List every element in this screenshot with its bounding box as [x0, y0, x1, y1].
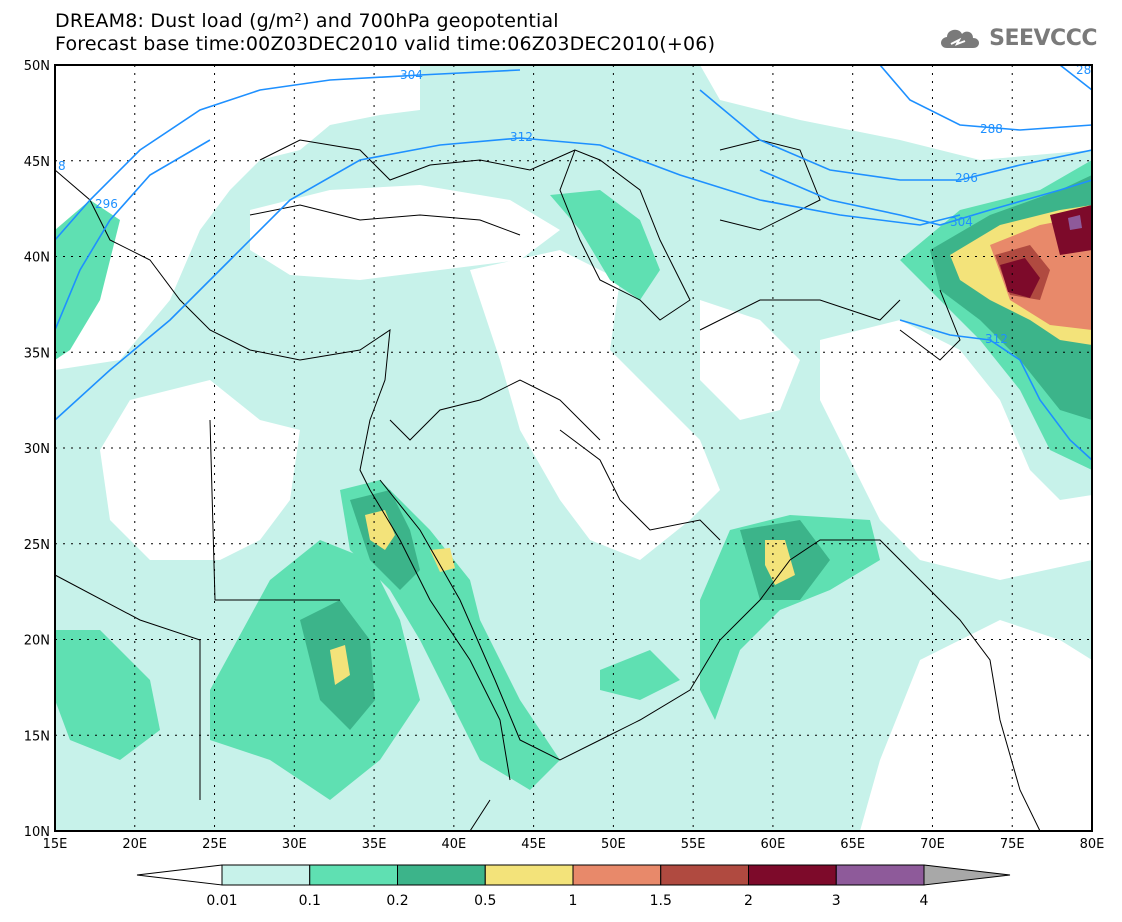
logo-text: SEEVCCC: [989, 25, 1097, 51]
low-dust-region-ocean: [860, 620, 1092, 831]
contour-label-304-east: 304: [950, 215, 973, 229]
lon-tick-label: 15E: [43, 837, 68, 852]
colorbar-label: 1: [569, 893, 578, 909]
colorbar-label: 1.5: [650, 893, 672, 909]
colorbar-label: 0.2: [386, 893, 408, 909]
contour-label-8: 8: [58, 159, 66, 173]
lon-tick-label: 50E: [601, 837, 626, 852]
map-frame: [54, 64, 1093, 832]
dust-band-libya: [55, 630, 160, 760]
low-dust-region-europe: [55, 65, 420, 370]
lon-tick-label: 45E: [521, 837, 546, 852]
colorbar-label: 0.1: [299, 893, 321, 909]
contour-312-east: [899, 319, 1092, 461]
lat-lon-grid: [55, 65, 1092, 831]
dust-band-balkans: [55, 200, 120, 360]
colorbar-box: [397, 864, 486, 886]
colorbar: 0.01 0.1 0.2 0.5 1 1.5 2 3 4: [136, 864, 1011, 909]
lat-tick-label: 45N: [24, 155, 50, 170]
lon-tick-label: 25E: [202, 837, 227, 852]
dust-ex5-tarim: [1068, 215, 1082, 230]
contour-label-288: 288: [980, 122, 1003, 136]
colorbar-label: 4: [920, 893, 929, 909]
lon-tick-label: 55E: [681, 837, 706, 852]
lon-axis-labels: 15E 20E 25E 30E 35E 40E 45E 50E 55E 60E 65E 70E 75E 8…: [43, 837, 1105, 852]
lat-tick-label: 25N: [24, 538, 50, 553]
contour-304-west: [55, 69, 521, 241]
colorbar-underflow-triangle: [136, 864, 223, 886]
low-dust-region-iran: [700, 300, 800, 420]
contour-labels: 304 312 296 288 28 296 304 312 8: [58, 63, 1091, 346]
dust-hi-oman: [765, 540, 795, 585]
lon-tick-label: 20E: [122, 837, 147, 852]
contour-312-west: [55, 137, 961, 421]
low-dust-region-sahara: [100, 380, 300, 560]
coastlines: [55, 139, 1041, 831]
lon-tick-label: 75E: [1000, 837, 1025, 852]
chart-subtitle: Forecast base time:00Z03DEC2010 valid ti…: [55, 33, 716, 55]
chart-title: DREAM8: Dust load (g/m²) and 700hPa geop…: [55, 10, 559, 32]
dust-hi-sinai2: [430, 548, 455, 572]
dust-ex4-tarim: [1050, 205, 1092, 255]
low-dust-region-kazakh: [700, 65, 1092, 160]
colorbar-overflow-triangle: [923, 864, 1011, 886]
dust-band-oman: [700, 515, 880, 720]
map-area: [55, 65, 1092, 831]
contour-label-28: 28: [1076, 63, 1091, 77]
colorbar-box: [835, 864, 925, 886]
dust-band-caspian: [550, 190, 660, 300]
colorbar-box: [748, 864, 837, 886]
colorbar-box: [221, 864, 311, 886]
colorbar-box: [572, 864, 662, 886]
contour-label-304: 304: [400, 68, 423, 82]
lon-tick-label: 65E: [840, 837, 865, 852]
contour-label-312-east: 312: [985, 332, 1008, 346]
lat-tick-label: 50N: [24, 59, 50, 74]
colorbar-box: [660, 864, 749, 886]
contour-28-corner: [1059, 65, 1092, 91]
lon-tick-label: 60E: [761, 837, 786, 852]
dust-band-yemen: [600, 650, 680, 700]
contour-label-296-west: 296: [95, 197, 118, 211]
lat-tick-label: 40N: [24, 251, 50, 266]
lat-tick-label: 30N: [24, 442, 50, 457]
colorbar-label: 0.01: [206, 893, 237, 909]
contour-296-west: [55, 139, 211, 331]
contour-288-ne: [879, 65, 1092, 131]
contour-304-ne: [759, 169, 1092, 226]
lat-tick-label: 10N: [24, 825, 50, 840]
contour-label-296: 296: [955, 171, 978, 185]
lat-tick-label: 15N: [24, 729, 50, 744]
colorbar-label: 2: [744, 893, 753, 909]
cloud-icon: [941, 29, 980, 48]
dust-ex3-tarim: [1000, 258, 1040, 298]
lat-tick-label: 35N: [24, 346, 50, 361]
lon-tick-label: 30E: [282, 837, 307, 852]
lon-tick-label: 40E: [441, 837, 466, 852]
geopotential-contours: [55, 65, 1092, 461]
lon-tick-label: 80E: [1080, 837, 1105, 852]
contour-296-ne: [699, 89, 1092, 181]
colorbar-box: [484, 864, 574, 886]
lat-axis-labels: 10N 15N 20N 25N 30N 35N 40N 45N 50N: [24, 59, 50, 840]
colorbar-label: 0.5: [474, 893, 496, 909]
low-dust-region-arabia: [470, 250, 720, 560]
seevccc-logo: SEEVCCC: [937, 24, 1097, 52]
low-dust-region-india: [820, 320, 1092, 580]
colorbar-label: 3: [832, 893, 841, 909]
contour-label-312: 312: [510, 130, 533, 144]
lon-tick-label: 35E: [362, 837, 387, 852]
dust-hi-sudan: [330, 645, 350, 685]
lon-tick-label: 70E: [920, 837, 945, 852]
lat-tick-label: 20N: [24, 634, 50, 649]
colorbar-box: [309, 864, 398, 886]
